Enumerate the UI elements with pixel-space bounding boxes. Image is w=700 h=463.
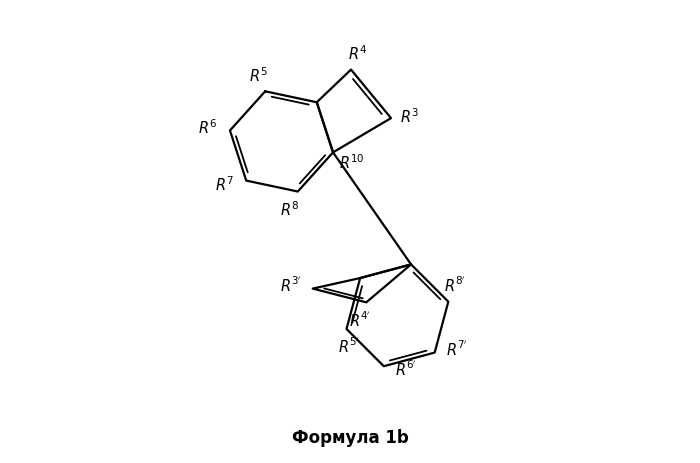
Text: $R^4$: $R^4$ bbox=[348, 44, 367, 63]
Text: $R^{10}$: $R^{10}$ bbox=[339, 153, 364, 172]
Text: $R^{6'}$: $R^{6'}$ bbox=[395, 359, 416, 379]
Text: $R^{5'}$: $R^{5'}$ bbox=[338, 337, 360, 356]
Text: $R^5$: $R^5$ bbox=[249, 66, 268, 85]
Text: $R^{8'}$: $R^{8'}$ bbox=[444, 275, 466, 295]
Text: $R^{7'}$: $R^{7'}$ bbox=[446, 339, 468, 358]
Text: $R^7$: $R^7$ bbox=[215, 175, 234, 193]
Text: $R^{3'}$: $R^{3'}$ bbox=[280, 275, 302, 294]
Text: $R^3$: $R^3$ bbox=[400, 107, 419, 125]
Text: $R^{4'}$: $R^{4'}$ bbox=[349, 310, 371, 329]
Text: $R^6$: $R^6$ bbox=[198, 118, 218, 136]
Text: $R^8$: $R^8$ bbox=[280, 200, 300, 218]
Text: Формула 1b: Формула 1b bbox=[292, 429, 408, 446]
